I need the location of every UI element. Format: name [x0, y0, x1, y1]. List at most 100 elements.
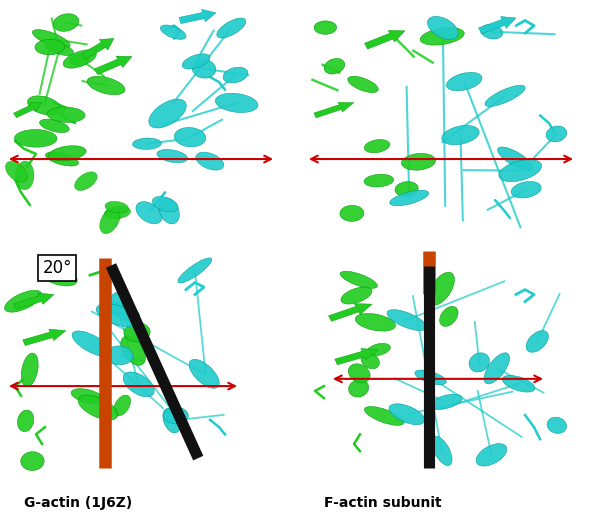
Ellipse shape — [121, 336, 145, 365]
Ellipse shape — [469, 353, 490, 372]
FancyArrow shape — [14, 103, 42, 117]
FancyArrow shape — [364, 30, 405, 49]
Ellipse shape — [74, 172, 97, 190]
FancyArrow shape — [479, 16, 516, 34]
Ellipse shape — [192, 60, 216, 78]
Ellipse shape — [178, 258, 212, 283]
Ellipse shape — [49, 146, 86, 161]
Ellipse shape — [499, 160, 542, 182]
Ellipse shape — [41, 266, 77, 286]
Ellipse shape — [106, 346, 133, 365]
FancyArrow shape — [335, 348, 378, 365]
Ellipse shape — [340, 205, 364, 221]
FancyArrow shape — [179, 9, 216, 24]
Ellipse shape — [420, 28, 464, 45]
Ellipse shape — [196, 152, 224, 170]
Ellipse shape — [401, 153, 436, 170]
Ellipse shape — [47, 107, 85, 122]
Ellipse shape — [430, 394, 462, 409]
Ellipse shape — [355, 313, 395, 331]
Ellipse shape — [14, 130, 57, 147]
Ellipse shape — [5, 290, 41, 312]
Ellipse shape — [159, 198, 179, 224]
Ellipse shape — [446, 72, 482, 91]
Ellipse shape — [136, 202, 162, 224]
Ellipse shape — [32, 30, 70, 48]
FancyArrow shape — [82, 38, 114, 59]
Ellipse shape — [149, 99, 186, 128]
Ellipse shape — [103, 291, 126, 315]
Ellipse shape — [476, 444, 507, 466]
Ellipse shape — [175, 128, 206, 147]
Ellipse shape — [215, 93, 258, 112]
Ellipse shape — [78, 395, 118, 420]
Text: G-actin (1J6Z): G-actin (1J6Z) — [24, 497, 132, 510]
Ellipse shape — [63, 50, 96, 68]
Ellipse shape — [35, 40, 65, 55]
Ellipse shape — [28, 96, 61, 115]
Ellipse shape — [87, 76, 125, 95]
Ellipse shape — [123, 372, 154, 397]
Ellipse shape — [107, 302, 140, 321]
Ellipse shape — [395, 182, 418, 196]
Ellipse shape — [21, 452, 44, 470]
Ellipse shape — [547, 417, 566, 433]
Ellipse shape — [152, 196, 178, 212]
Ellipse shape — [348, 76, 378, 92]
Ellipse shape — [100, 208, 120, 233]
Ellipse shape — [511, 182, 541, 198]
Ellipse shape — [71, 389, 103, 404]
Ellipse shape — [163, 407, 188, 424]
Ellipse shape — [17, 410, 34, 431]
Ellipse shape — [497, 147, 533, 171]
Ellipse shape — [440, 306, 458, 326]
Ellipse shape — [163, 408, 180, 433]
Ellipse shape — [361, 353, 379, 369]
Ellipse shape — [22, 353, 38, 387]
Ellipse shape — [340, 271, 377, 288]
Ellipse shape — [105, 202, 128, 213]
Ellipse shape — [341, 287, 372, 304]
FancyArrow shape — [23, 329, 66, 346]
Ellipse shape — [104, 207, 130, 219]
Ellipse shape — [124, 323, 150, 342]
FancyArrow shape — [329, 304, 372, 321]
Ellipse shape — [114, 395, 131, 416]
Ellipse shape — [45, 42, 74, 55]
Ellipse shape — [481, 25, 503, 39]
Ellipse shape — [46, 152, 79, 166]
Ellipse shape — [96, 304, 139, 327]
Ellipse shape — [364, 406, 404, 425]
FancyArrow shape — [14, 293, 54, 309]
Ellipse shape — [182, 54, 210, 69]
Ellipse shape — [157, 149, 188, 163]
Ellipse shape — [16, 161, 34, 190]
Ellipse shape — [485, 85, 525, 107]
Ellipse shape — [427, 16, 458, 40]
Ellipse shape — [133, 138, 161, 149]
Ellipse shape — [390, 190, 428, 206]
Ellipse shape — [364, 140, 390, 153]
Ellipse shape — [160, 25, 186, 40]
Text: F-actin subunit: F-actin subunit — [324, 497, 442, 510]
Ellipse shape — [349, 364, 370, 383]
Ellipse shape — [364, 174, 394, 187]
Ellipse shape — [324, 58, 345, 74]
Ellipse shape — [189, 359, 219, 388]
Ellipse shape — [431, 436, 452, 465]
FancyArrow shape — [94, 56, 132, 75]
Ellipse shape — [428, 272, 454, 305]
Ellipse shape — [217, 18, 246, 38]
Ellipse shape — [389, 404, 425, 425]
Ellipse shape — [223, 67, 248, 83]
Ellipse shape — [367, 343, 391, 356]
Ellipse shape — [387, 310, 427, 330]
Ellipse shape — [70, 54, 89, 66]
Ellipse shape — [484, 353, 509, 384]
Ellipse shape — [415, 370, 446, 385]
Ellipse shape — [5, 161, 27, 182]
Text: 20°: 20° — [42, 259, 72, 277]
Ellipse shape — [526, 330, 548, 352]
Ellipse shape — [349, 380, 368, 397]
Ellipse shape — [502, 376, 535, 392]
